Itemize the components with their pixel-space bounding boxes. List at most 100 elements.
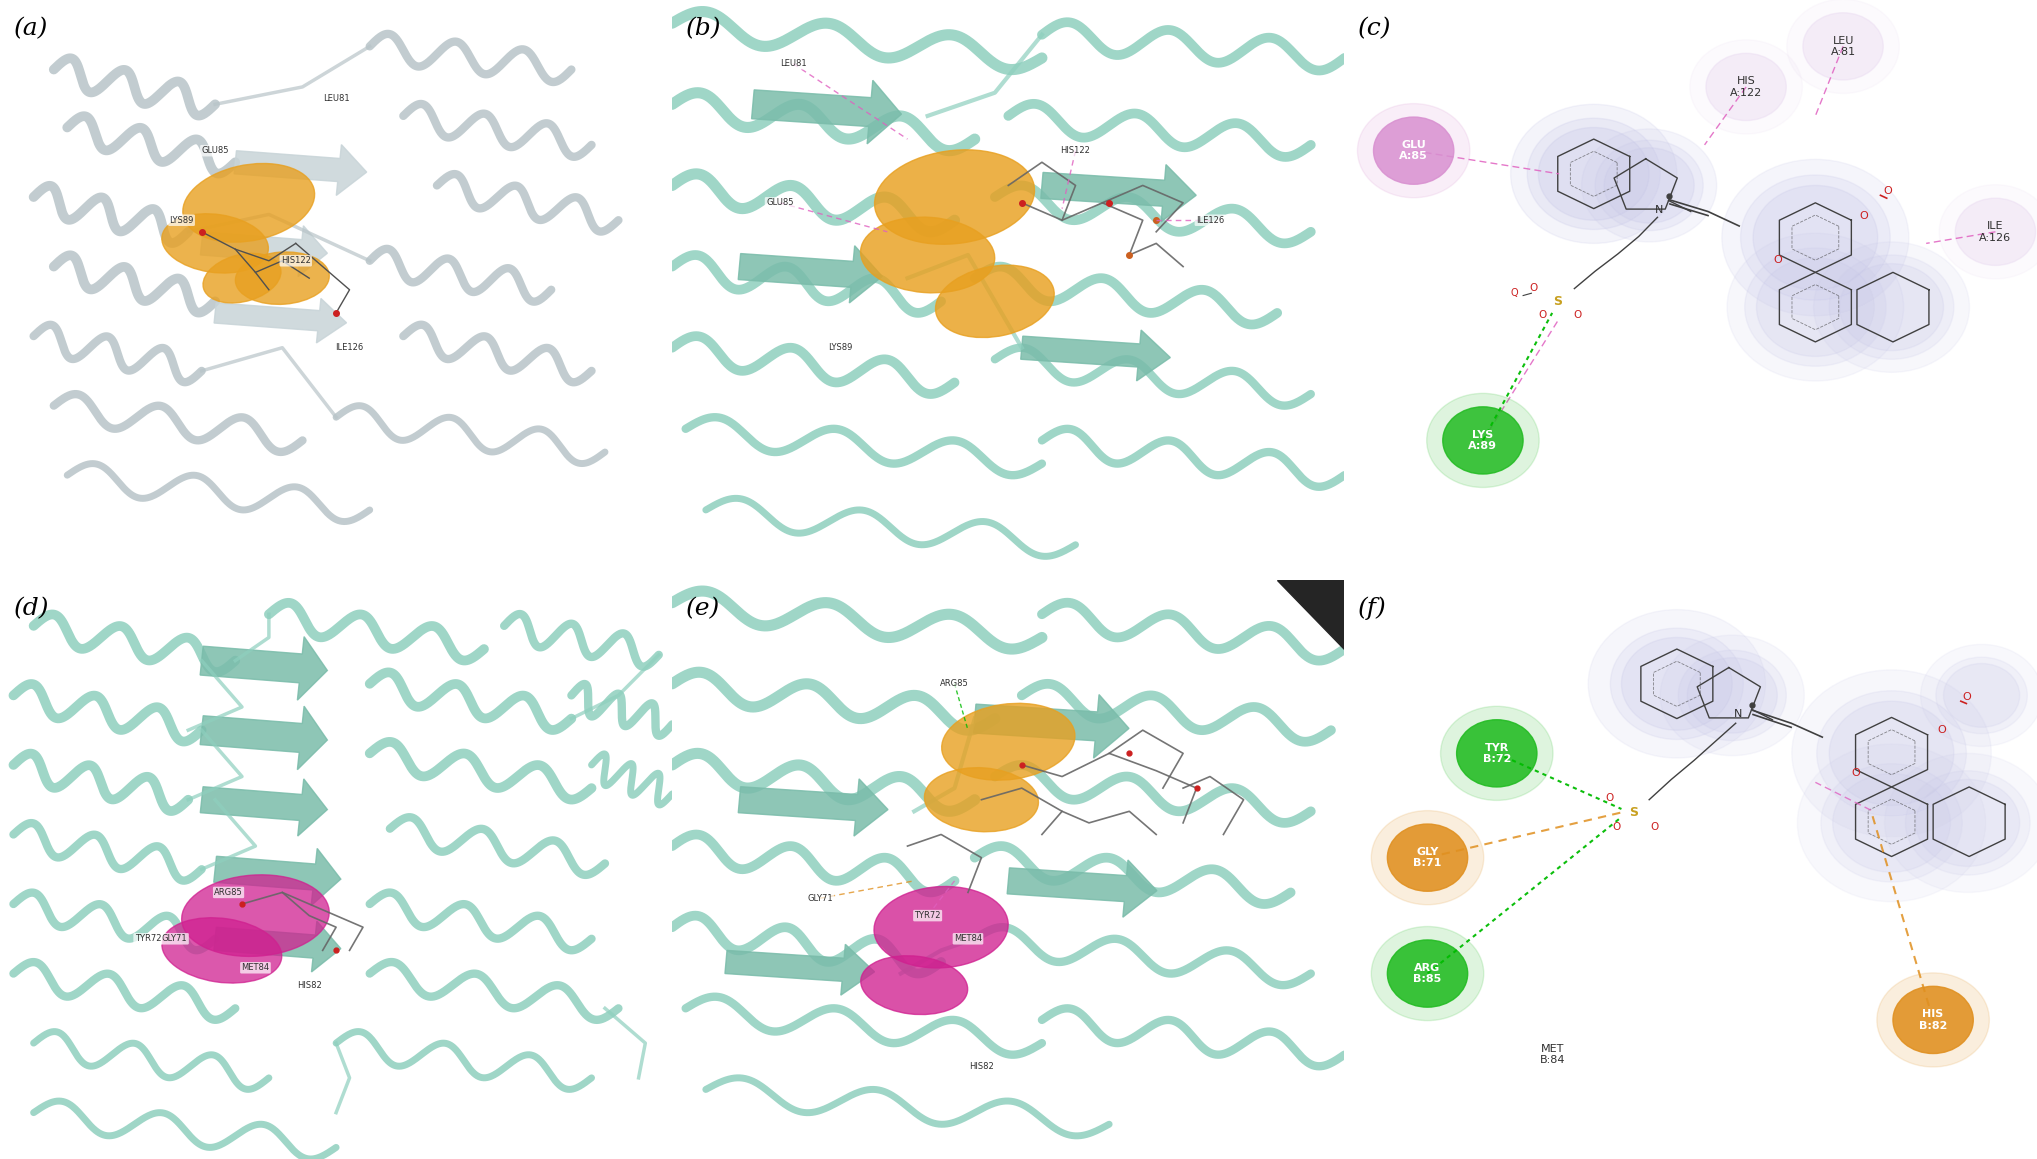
- Text: GLU85: GLU85: [202, 146, 228, 155]
- Text: HIS
A:122: HIS A:122: [1729, 76, 1762, 97]
- FancyArrow shape: [737, 779, 888, 836]
- Text: ILE126: ILE126: [336, 343, 365, 352]
- Circle shape: [1687, 657, 1776, 734]
- Circle shape: [1538, 127, 1650, 220]
- Circle shape: [1589, 610, 1766, 758]
- Text: O: O: [1573, 309, 1581, 320]
- FancyArrow shape: [752, 80, 902, 144]
- Ellipse shape: [181, 875, 330, 956]
- Text: O: O: [1962, 692, 1970, 701]
- Circle shape: [1595, 140, 1703, 231]
- Text: O: O: [1937, 726, 1945, 735]
- Circle shape: [1387, 824, 1469, 891]
- Circle shape: [1440, 706, 1552, 801]
- Circle shape: [1605, 147, 1695, 223]
- Text: LEU81: LEU81: [322, 94, 350, 103]
- Circle shape: [1793, 670, 1992, 837]
- Circle shape: [1786, 0, 1898, 94]
- Text: O: O: [1650, 822, 1658, 832]
- Text: (b): (b): [686, 17, 721, 41]
- FancyArrow shape: [1006, 860, 1157, 917]
- Text: (f): (f): [1359, 597, 1387, 620]
- Text: TYR72: TYR72: [915, 911, 941, 920]
- Circle shape: [1442, 407, 1524, 474]
- Circle shape: [1357, 103, 1471, 198]
- Text: (d): (d): [14, 597, 49, 620]
- Text: O: O: [1530, 283, 1538, 293]
- FancyArrow shape: [737, 246, 882, 302]
- Text: ARG85: ARG85: [214, 888, 242, 897]
- Circle shape: [1705, 53, 1786, 121]
- Text: O: O: [1882, 187, 1892, 196]
- Text: N: N: [1656, 205, 1664, 214]
- Ellipse shape: [874, 150, 1035, 245]
- Ellipse shape: [925, 767, 1039, 832]
- Ellipse shape: [161, 918, 281, 983]
- Circle shape: [1839, 263, 1943, 350]
- Text: O: O: [1605, 793, 1613, 803]
- Polygon shape: [1277, 580, 1344, 649]
- Circle shape: [1833, 774, 1951, 873]
- Circle shape: [1817, 691, 1966, 816]
- Text: ARG85: ARG85: [941, 679, 970, 688]
- Text: LYS89: LYS89: [829, 343, 851, 352]
- Text: (c): (c): [1359, 17, 1391, 41]
- FancyArrow shape: [214, 299, 346, 343]
- Circle shape: [1740, 175, 1890, 300]
- Circle shape: [1876, 972, 1990, 1067]
- Text: GLU
A:85: GLU A:85: [1399, 140, 1428, 161]
- Text: GLY71: GLY71: [807, 894, 833, 903]
- Ellipse shape: [862, 956, 968, 1014]
- FancyArrow shape: [214, 848, 340, 905]
- FancyArrow shape: [200, 779, 328, 836]
- Text: ARG
B:85: ARG B:85: [1414, 963, 1442, 984]
- Ellipse shape: [236, 252, 330, 305]
- Circle shape: [1387, 940, 1469, 1007]
- Text: O: O: [1860, 211, 1868, 220]
- Circle shape: [1803, 13, 1884, 80]
- Text: (e): (e): [686, 597, 719, 620]
- Circle shape: [1754, 185, 1878, 290]
- Text: HIS82: HIS82: [970, 1062, 994, 1071]
- Circle shape: [1727, 233, 1905, 381]
- Circle shape: [1621, 637, 1731, 730]
- Text: GLU85: GLU85: [766, 198, 794, 207]
- Circle shape: [1956, 198, 2035, 265]
- Ellipse shape: [874, 887, 1008, 968]
- Circle shape: [1935, 657, 2027, 734]
- FancyArrow shape: [1041, 165, 1196, 221]
- Ellipse shape: [935, 265, 1055, 337]
- Circle shape: [1884, 753, 2037, 892]
- Text: O: O: [1613, 822, 1621, 832]
- Ellipse shape: [941, 704, 1076, 780]
- Text: MET84: MET84: [953, 934, 982, 943]
- Text: S: S: [1630, 806, 1638, 819]
- Circle shape: [1943, 663, 2021, 728]
- Circle shape: [1373, 117, 1454, 184]
- FancyArrow shape: [725, 945, 874, 996]
- Circle shape: [1892, 986, 1974, 1054]
- Circle shape: [1371, 810, 1483, 905]
- Circle shape: [1660, 635, 1805, 756]
- Circle shape: [1905, 771, 2031, 875]
- Text: ILE126: ILE126: [1196, 216, 1224, 225]
- Circle shape: [1939, 184, 2037, 279]
- Ellipse shape: [860, 217, 994, 293]
- Text: LEU
A:81: LEU A:81: [1831, 36, 1856, 57]
- Circle shape: [1371, 926, 1483, 1021]
- Text: S: S: [1554, 294, 1562, 308]
- Text: GLY71: GLY71: [163, 934, 187, 943]
- Circle shape: [1678, 650, 1786, 741]
- Text: (a): (a): [14, 17, 47, 41]
- Text: O: O: [1774, 255, 1782, 264]
- Circle shape: [1921, 644, 2037, 746]
- Text: LEU81: LEU81: [780, 59, 807, 68]
- FancyArrow shape: [974, 694, 1128, 758]
- Circle shape: [1756, 257, 1874, 357]
- Text: GLY
B:71: GLY B:71: [1414, 847, 1442, 868]
- Circle shape: [1829, 255, 1953, 359]
- Text: HIS122: HIS122: [281, 256, 312, 265]
- Circle shape: [1829, 701, 1953, 806]
- FancyArrow shape: [1021, 330, 1171, 381]
- Circle shape: [1528, 118, 1660, 229]
